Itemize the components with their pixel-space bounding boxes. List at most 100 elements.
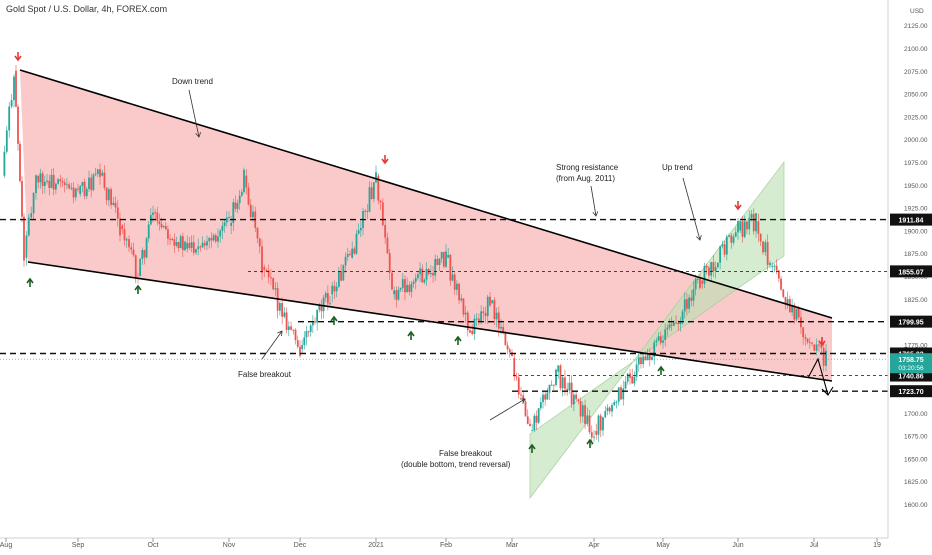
- candle-body: [61, 181, 64, 183]
- candle-body: [335, 286, 338, 292]
- current-price-tag: [890, 353, 932, 374]
- candle-body: [74, 188, 77, 198]
- candle-body: [112, 202, 115, 205]
- candle-body: [696, 278, 699, 280]
- candle-body: [52, 174, 55, 190]
- candle-body: [92, 174, 95, 191]
- candle-body: [537, 408, 540, 423]
- candle-body: [167, 229, 169, 239]
- candle-body: [802, 327, 805, 338]
- candle-body: [32, 193, 35, 214]
- candle-body: [169, 238, 171, 240]
- candle-body: [287, 326, 290, 330]
- level-price-tag-label: 1799.95: [898, 320, 923, 327]
- price-tick-label: 2075.00: [904, 69, 928, 76]
- candle-body: [114, 202, 117, 208]
- price-tick-label: 1975.00: [904, 160, 928, 167]
- candle-body: [732, 236, 735, 243]
- candle-body: [285, 312, 288, 330]
- level-price-tag: [890, 315, 932, 328]
- candle-body: [366, 210, 369, 212]
- candle-body: [342, 265, 345, 281]
- candle-body: [63, 182, 66, 185]
- candle-body: [388, 253, 391, 273]
- candle-body: [355, 233, 358, 254]
- buy-signal-arrow-head: [26, 277, 34, 284]
- candle-body: [522, 395, 525, 402]
- candle-body: [529, 423, 531, 427]
- candle-body: [728, 235, 730, 237]
- candle-body: [811, 342, 813, 344]
- candle-body: [620, 387, 622, 400]
- candle-body: [410, 283, 413, 292]
- candle-body: [493, 300, 496, 320]
- candle-body: [506, 345, 509, 350]
- candle-body: [331, 285, 334, 295]
- candle-body: [491, 300, 494, 304]
- candle-body: [85, 188, 88, 197]
- level-price-tag-label: 1855.07: [898, 269, 923, 276]
- candle-body: [258, 238, 261, 247]
- candle-body: [771, 265, 774, 267]
- candle-body: [813, 344, 816, 351]
- candle-body: [664, 329, 667, 340]
- candle-body: [701, 280, 704, 284]
- time-tick-label: 2021: [368, 542, 384, 549]
- candle-body: [208, 238, 211, 242]
- candle-body: [447, 254, 450, 258]
- candle-body: [759, 233, 762, 242]
- candle-body: [666, 327, 669, 330]
- candle-body: [48, 180, 51, 189]
- countdown-label: 03:20:56: [898, 365, 924, 372]
- candle-body: [21, 181, 23, 217]
- candle-body: [531, 430, 534, 432]
- candle-body: [99, 169, 101, 177]
- candle-body: [10, 100, 13, 107]
- candle-body: [217, 236, 219, 242]
- price-tick-label: 1650.00: [904, 456, 928, 463]
- candle-body: [597, 415, 600, 435]
- candle-body: [158, 221, 161, 224]
- candle-body: [173, 239, 176, 246]
- candle-body: [550, 384, 553, 386]
- candle-body: [326, 293, 329, 304]
- candle-body: [743, 221, 746, 237]
- annotation-pointer-head: [277, 330, 283, 337]
- candle-body: [730, 235, 733, 243]
- price-tags: 1911.841855.071799.951765.031740.861723.…: [890, 213, 932, 398]
- price-tick-label: 2100.00: [904, 46, 928, 53]
- candle-body: [292, 329, 295, 331]
- candle-body: [686, 299, 688, 309]
- candle-body: [795, 308, 798, 320]
- candle-body: [797, 308, 800, 318]
- candle-body: [608, 407, 611, 412]
- candle-body: [500, 327, 502, 329]
- candle-body: [81, 181, 84, 187]
- candle-body: [39, 173, 42, 183]
- annotation-pointer: [489, 398, 526, 421]
- candle-body: [274, 288, 277, 290]
- candle-body: [77, 188, 79, 190]
- candle-body: [764, 242, 767, 253]
- candle-body: [391, 272, 393, 290]
- candle-body: [353, 248, 356, 254]
- candle-body: [642, 356, 645, 365]
- candle-body: [79, 186, 82, 194]
- candle-body: [299, 346, 301, 356]
- horizontal-levels: [0, 218, 888, 392]
- candle-body: [399, 287, 402, 290]
- candle-body: [822, 347, 825, 366]
- candle-body: [324, 293, 327, 298]
- candle-body: [303, 337, 306, 345]
- candle-body: [238, 195, 241, 204]
- price-tick-label: 1925.00: [904, 206, 928, 213]
- candle-body: [489, 296, 491, 306]
- candle-body: [83, 181, 86, 197]
- candle-body: [195, 249, 197, 253]
- candle-body: [70, 187, 73, 189]
- candle-body: [190, 242, 193, 248]
- candle-body: [101, 172, 104, 176]
- candle-body: [17, 106, 19, 144]
